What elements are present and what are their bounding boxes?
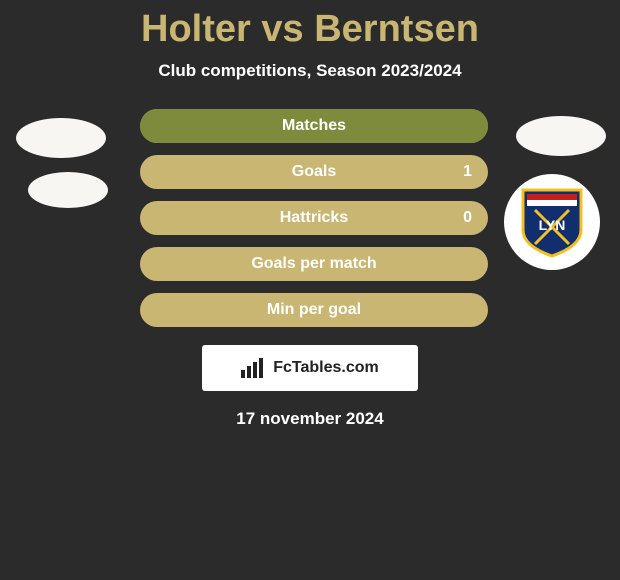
stat-row: Goals1 (0, 155, 620, 189)
stat-row: Hattricks0 (0, 201, 620, 235)
stat-row: Matches (0, 109, 620, 143)
vs-separator: vs (261, 8, 303, 50)
brand-text: FcTables.com (273, 359, 379, 377)
stat-row: Min per goal (0, 293, 620, 327)
subtitle: Club competitions, Season 2023/2024 (0, 61, 620, 81)
stat-bar-track: Goals per match (140, 247, 488, 281)
page-title: Holter vs Berntsen (0, 0, 620, 51)
player-left-name: Holter (141, 8, 251, 50)
stat-row: Goals per match (0, 247, 620, 281)
stat-label: Hattricks (140, 201, 488, 235)
stat-bar-track: Hattricks (140, 201, 488, 235)
stat-bar-fill (140, 109, 488, 143)
stat-bar-track: Goals (140, 155, 488, 189)
stat-value-right: 0 (463, 201, 472, 235)
stat-label: Min per goal (140, 293, 488, 327)
stat-label: Goals (140, 155, 488, 189)
brand-bars-icon (241, 358, 267, 378)
stat-bar-track: Matches (140, 109, 488, 143)
player-right-name: Berntsen (314, 8, 479, 50)
date-text: 17 november 2024 (0, 409, 620, 429)
stat-value-right: 1 (463, 155, 472, 189)
brand-box: FcTables.com (202, 345, 418, 391)
stat-label: Goals per match (140, 247, 488, 281)
comparison-bars: Matches Goals1 Hattricks0 Goals per match Mi… (0, 109, 620, 327)
stat-bar-track: Min per goal (140, 293, 488, 327)
